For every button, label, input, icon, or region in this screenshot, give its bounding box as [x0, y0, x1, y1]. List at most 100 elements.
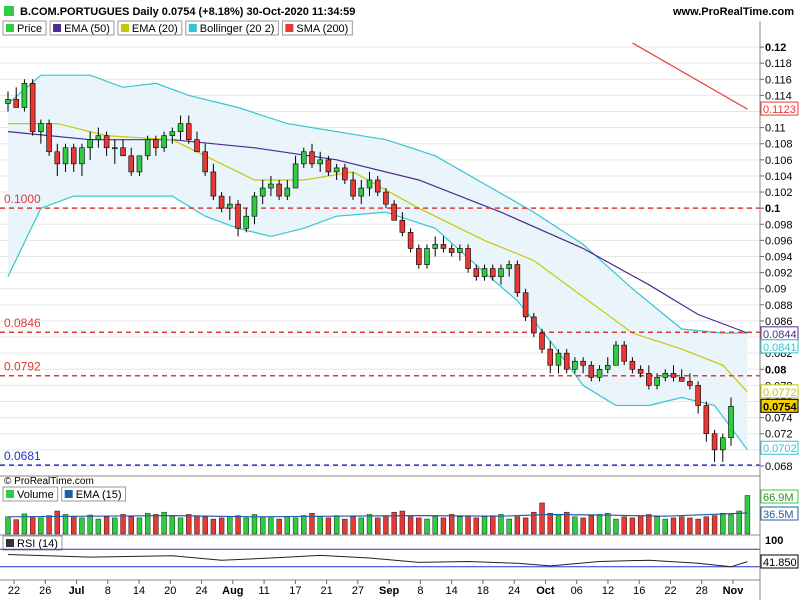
volume-bar[interactable] — [432, 516, 438, 535]
candle[interactable] — [276, 179, 282, 201]
candle[interactable] — [21, 79, 28, 112]
volume-legend-box[interactable] — [2, 486, 59, 502]
volume-bar[interactable] — [572, 516, 578, 535]
candle[interactable] — [489, 264, 496, 281]
volume-bar[interactable] — [169, 516, 175, 535]
volume-bar[interactable] — [728, 514, 734, 535]
volume-bar[interactable] — [679, 516, 685, 535]
candle[interactable] — [383, 188, 389, 209]
candle[interactable] — [177, 115, 184, 140]
candle[interactable] — [333, 163, 340, 180]
volume-bar[interactable] — [744, 495, 751, 535]
volume-bar[interactable] — [235, 515, 241, 535]
candle[interactable] — [687, 373, 693, 390]
candle[interactable] — [79, 143, 85, 176]
volume-bar[interactable] — [71, 516, 77, 535]
candle[interactable] — [350, 171, 356, 201]
candle[interactable] — [604, 357, 611, 374]
candle[interactable] — [301, 147, 307, 168]
volume-bar[interactable] — [646, 514, 652, 535]
volume-bar[interactable] — [194, 515, 200, 535]
candle[interactable] — [128, 147, 135, 176]
candle[interactable] — [580, 357, 586, 374]
volume-bar[interactable] — [580, 517, 586, 535]
volume-bar[interactable] — [13, 519, 19, 535]
volume-bar[interactable] — [21, 513, 28, 535]
candle[interactable] — [87, 131, 93, 160]
candle[interactable] — [342, 163, 348, 184]
candle[interactable] — [432, 236, 438, 257]
volume-bar[interactable] — [62, 514, 69, 535]
price-legend-item-box[interactable] — [117, 20, 183, 36]
volume-bar[interactable] — [29, 516, 36, 535]
price-legend-item-box[interactable] — [281, 20, 353, 36]
volume-bar[interactable] — [596, 514, 603, 535]
candle[interactable] — [218, 192, 225, 213]
candle[interactable] — [457, 244, 463, 261]
volume-bar[interactable] — [301, 515, 307, 535]
candle[interactable] — [70, 143, 77, 172]
candle[interactable] — [251, 192, 258, 225]
volume-bar[interactable] — [383, 515, 389, 535]
candle[interactable] — [144, 135, 151, 160]
candle[interactable] — [522, 288, 529, 321]
candle[interactable] — [629, 357, 636, 374]
volume-bar[interactable] — [522, 517, 529, 535]
volume-bar[interactable] — [186, 514, 192, 535]
volume-bar[interactable] — [276, 518, 282, 535]
volume-bar[interactable] — [153, 514, 159, 535]
candle[interactable] — [284, 179, 291, 201]
candle[interactable] — [465, 244, 471, 273]
candle[interactable] — [153, 135, 159, 156]
volume-bar[interactable] — [202, 516, 208, 535]
candle[interactable] — [539, 329, 545, 354]
candle[interactable] — [227, 196, 233, 221]
volume-bar[interactable] — [210, 518, 217, 535]
volume-bar[interactable] — [473, 517, 479, 535]
candle[interactable] — [695, 381, 701, 414]
volume-bar[interactable] — [136, 517, 143, 535]
candle[interactable] — [243, 208, 250, 233]
candle[interactable] — [325, 155, 332, 176]
volume-bar[interactable] — [161, 511, 167, 535]
candle[interactable] — [473, 264, 480, 281]
candle[interactable] — [407, 228, 414, 253]
volume-bar[interactable] — [687, 517, 693, 535]
volume-bar[interactable] — [38, 517, 44, 535]
candle[interactable] — [161, 131, 167, 152]
volume-bar[interactable] — [457, 516, 463, 535]
candle[interactable] — [654, 373, 660, 390]
volume-bar[interactable] — [95, 518, 102, 535]
candle[interactable] — [728, 397, 734, 446]
volume-bar[interactable] — [317, 516, 323, 535]
candle[interactable] — [498, 264, 504, 285]
volume-bar[interactable] — [227, 516, 233, 535]
candle[interactable] — [38, 119, 44, 144]
candle[interactable] — [54, 143, 61, 176]
volume-bar[interactable] — [350, 516, 356, 535]
candle[interactable] — [596, 365, 603, 382]
volume-bar[interactable] — [358, 517, 364, 535]
rsi-legend-box[interactable] — [2, 535, 63, 551]
volume-bar[interactable] — [720, 513, 726, 535]
volume-bar[interactable] — [268, 517, 274, 535]
candle[interactable] — [95, 127, 102, 148]
volume-bar[interactable] — [539, 502, 545, 535]
candle[interactable] — [416, 244, 422, 269]
volume-bar[interactable] — [218, 517, 225, 535]
candle[interactable] — [670, 365, 677, 382]
volume-bar[interactable] — [506, 518, 512, 535]
volume-bar[interactable] — [309, 513, 315, 535]
candle[interactable] — [399, 212, 406, 237]
candle[interactable] — [646, 365, 652, 390]
volume-bar[interactable] — [5, 516, 11, 535]
candle[interactable] — [440, 236, 447, 253]
candle[interactable] — [662, 369, 669, 382]
volume-bar[interactable] — [440, 517, 447, 535]
volume-bar[interactable] — [695, 518, 701, 535]
volume-bar[interactable] — [333, 515, 340, 535]
volume-bar[interactable] — [629, 517, 636, 535]
candle[interactable] — [210, 163, 217, 201]
candle[interactable] — [531, 312, 537, 338]
volume-bar[interactable] — [103, 516, 110, 535]
